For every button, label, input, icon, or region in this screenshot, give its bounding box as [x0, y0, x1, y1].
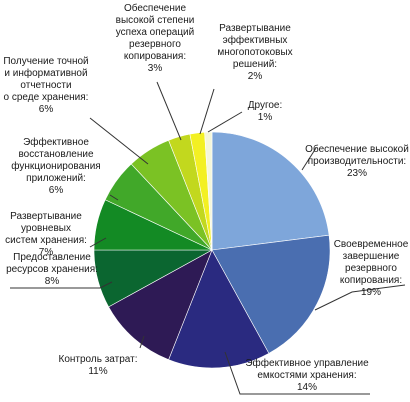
slice-label-9-line-0: Развертывание — [219, 23, 291, 34]
slice-label-5: Развертывание уровневых систем хранения: 7% — [5, 211, 87, 258]
slice-label-1-line-2: резервного — [345, 263, 397, 274]
slice-label-3-line-0: Контроль затрат: — [59, 354, 138, 365]
slice-label-8-line-2: успеха операций — [116, 27, 194, 38]
leader-line-6 — [109, 194, 119, 201]
slice-label-10-line-0: Другое: — [248, 100, 283, 111]
slice-label-8-line-0: Обеспечение — [124, 2, 186, 14]
slice-label-6-line-1: восстановление — [18, 149, 93, 160]
slice-label-1-line-3: копирования: — [340, 275, 402, 286]
slice-label-0: Обеспечение высокой производительности: 23… — [305, 143, 409, 179]
leader-line-9 — [199, 88, 215, 135]
slice-labels: Обеспечение высокой производительности: 23… — [3, 2, 408, 393]
slice-label-1: Своевременное завершение резервного копиров… — [334, 239, 409, 298]
slice-label-4-line-0: Предоставление — [13, 252, 91, 263]
slice-label-5-line-0: Развертывание — [10, 211, 82, 222]
slice-label-7-line-3: о среде хранения: — [4, 92, 89, 103]
leader-line-3 — [139, 335, 145, 349]
leader-lines — [10, 81, 406, 395]
slice-label-1-line-0: Своевременное — [334, 239, 409, 250]
leader-line-8 — [156, 81, 182, 141]
slice-label-7-line-4: 6% — [39, 104, 54, 115]
slice-label-8: Обеспечение высокой степени успеха операци… — [116, 2, 195, 74]
slice-label-3: Контроль затрат: 11% — [59, 354, 138, 377]
pie-slices — [93, 131, 331, 369]
slice-label-6-line-0: Эффективное — [23, 136, 89, 148]
slice-label-3-line-1: 11% — [88, 366, 107, 377]
slice-label-4: Предоставление ресурсов хранения: 8% — [6, 252, 98, 287]
slice-label-6: Эффективное восстановление функционировани… — [11, 136, 100, 196]
slice-label-7-line-0: Получение точной — [3, 56, 88, 67]
slice-label-9-line-2: многопотоковых — [217, 47, 292, 58]
slice-label-9-line-3: решений: — [233, 59, 277, 70]
slice-label-0-line-1: производительности: — [308, 156, 406, 167]
leader-line-4 — [10, 281, 113, 289]
slice-label-7: Получение точной и информативной отчетност… — [3, 56, 88, 115]
slice-label-0-line-2: 23% — [347, 168, 367, 179]
slice-label-1-line-1: завершение — [343, 251, 400, 262]
slice-label-8-line-4: копирования: — [124, 51, 186, 62]
slice-label-2-line-2: 14% — [297, 382, 317, 393]
slice-label-1-line-4: 19% — [361, 287, 381, 298]
slice-label-8-line-1: высокой степени — [116, 15, 195, 26]
leader-line-10 — [207, 111, 243, 133]
slice-label-6-line-3: приложений: — [26, 173, 86, 184]
slice-label-10: Другое: 1% — [248, 100, 283, 123]
slice-label-4-line-2: 8% — [45, 276, 60, 287]
slice-label-6-line-2: функционирования — [11, 160, 100, 172]
leader-line-7 — [89, 117, 149, 165]
slice-label-9-line-1: эффективных — [223, 34, 288, 46]
slice-label-0-line-0: Обеспечение высокой — [305, 143, 409, 155]
slice-label-2-line-0: Эффективное управление — [245, 357, 369, 369]
slice-label-7-line-1: и информативной — [4, 67, 87, 79]
slice-label-2-line-1: емкостями хранения: — [257, 370, 356, 381]
slice-label-7-line-2: отчетности — [20, 80, 71, 91]
slice-label-2: Эффективное управление емкостями хранения… — [245, 357, 369, 393]
pie-slice-3 — [108, 249, 213, 361]
slice-label-8-line-3: резервного — [129, 39, 181, 50]
slice-label-8-line-5: 3% — [148, 63, 163, 74]
leader-line-5 — [89, 237, 107, 248]
leader-line-0 — [301, 147, 317, 171]
slice-label-5-line-2: систем хранения: — [5, 235, 87, 246]
slice-label-5-line-3: 7% — [39, 247, 54, 258]
slice-label-6-line-4: 6% — [49, 185, 64, 196]
pie-slice-0 — [211, 131, 330, 251]
leader-line-2 — [224, 351, 370, 395]
slice-label-4-line-1: ресурсов хранения: — [6, 264, 98, 275]
pie-slice-2 — [168, 249, 270, 369]
slice-label-10-line-1: 1% — [258, 112, 273, 123]
pie-slice-1 — [211, 234, 331, 354]
slice-label-9-line-4: 2% — [248, 71, 263, 82]
leader-line-1 — [314, 284, 406, 311]
slice-label-5-line-1: уровневых — [21, 223, 71, 234]
slice-label-9: Развертывание эффективных многопотоковых ре… — [217, 23, 292, 82]
